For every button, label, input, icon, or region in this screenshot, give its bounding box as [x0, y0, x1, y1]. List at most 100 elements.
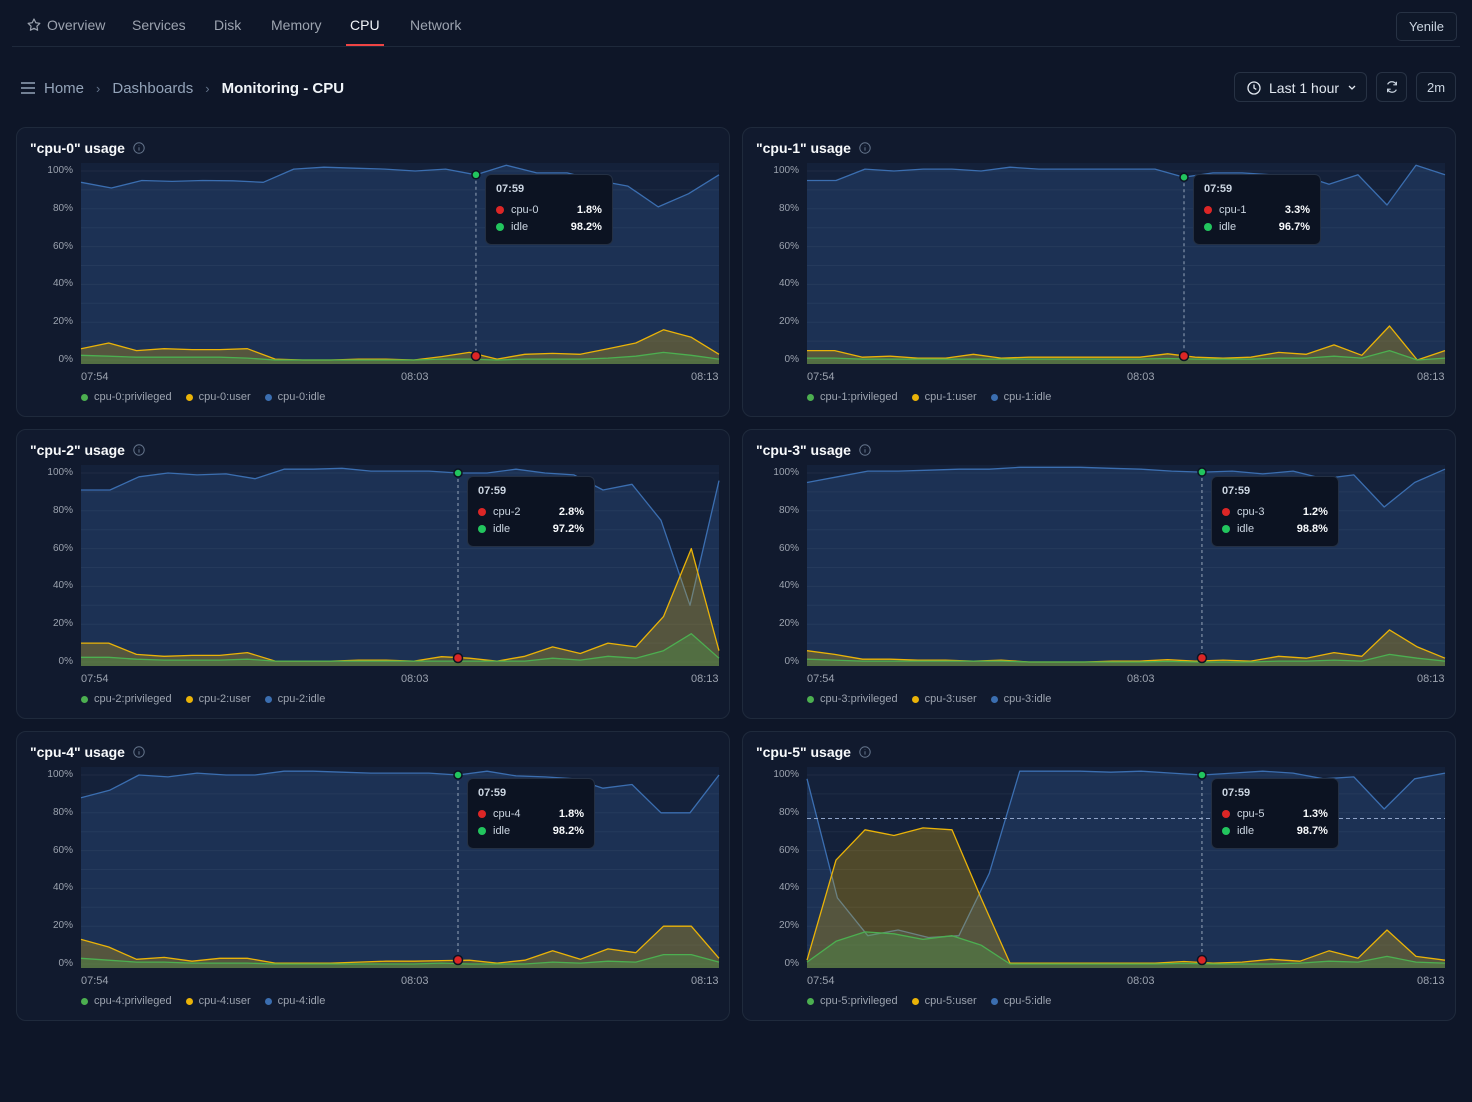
series-line-idle: [807, 164, 1446, 206]
legend-item[interactable]: cpu-0:idle: [264, 391, 326, 403]
legend-item[interactable]: cpu-3:idle: [990, 693, 1052, 705]
tooltip-row: idle 98.7%: [1221, 822, 1328, 839]
chevron-right-icon: ›: [205, 80, 210, 96]
series-area-idle: [807, 165, 1445, 364]
tooltip-dot: [1204, 205, 1212, 214]
series-line-privileged: [81, 633, 720, 662]
legend-item[interactable]: cpu-2:idle: [264, 693, 325, 705]
legend-item[interactable]: cpu-4:privileged: [81, 995, 172, 1007]
info-icon[interactable]: [133, 444, 145, 456]
legend-item[interactable]: cpu-5:idle: [990, 995, 1051, 1007]
tooltip-time: 07:59: [1221, 485, 1251, 497]
series-area-privileged: [81, 352, 719, 364]
y-tick-label: 80%: [52, 806, 73, 818]
hover-marker-cpu: [1196, 652, 1208, 664]
legend-dot: [807, 393, 814, 401]
x-tick-label: 07:54: [81, 673, 109, 685]
tooltip-row: idle 98.2%: [478, 822, 584, 839]
tooltip-time: 07:59: [1204, 183, 1233, 195]
tab-memory[interactable]: Memory: [271, 17, 322, 33]
y-tick-label: 40%: [778, 580, 799, 592]
x-tick-label: 08:13: [1417, 371, 1445, 383]
series-line-user: [80, 925, 720, 964]
tab-overview[interactable]: Overview: [26, 0, 105, 46]
refresh-interval[interactable]: 2m: [1416, 72, 1456, 102]
legend-dot: [807, 997, 814, 1005]
legend-item[interactable]: cpu-2:privileged: [81, 693, 172, 705]
legend-item[interactable]: cpu-2:user: [185, 693, 251, 705]
breadcrumb-dashboards[interactable]: Dashboards: [112, 79, 194, 97]
tab-cpu[interactable]: CPU: [346, 0, 384, 46]
refresh-button[interactable]: [1376, 72, 1407, 102]
tab-network[interactable]: Network: [410, 17, 462, 33]
tooltip-series-name: idle: [1219, 220, 1237, 233]
legend-item[interactable]: cpu-1:idle: [990, 391, 1051, 403]
x-tick-label: 07:54: [807, 371, 835, 383]
cpu-panel: "cpu-5" usage 100% 80% 60% 40% 20% 0% 07:54 08:0…: [742, 731, 1456, 1021]
plot-area: [807, 163, 1445, 364]
x-tick-label: 07:54: [807, 975, 835, 987]
legend-item[interactable]: cpu-1:privileged: [807, 391, 898, 403]
legend-item[interactable]: cpu-4:user: [185, 995, 251, 1007]
clock-icon: [1247, 81, 1261, 95]
tab-disk[interactable]: Disk: [214, 17, 242, 33]
legend-item[interactable]: cpu-5:privileged: [807, 995, 898, 1007]
info-icon[interactable]: [859, 746, 871, 758]
x-tick-label: 08:03: [1127, 975, 1155, 987]
time-range-picker[interactable]: Last 1 hour: [1234, 72, 1367, 102]
cpu-chart: [807, 163, 1446, 364]
panel-title: "cpu-2" usage: [30, 442, 145, 458]
chart-legend: cpu-4:privileged cpu-4:user cpu-4:idle: [81, 995, 325, 1007]
tooltip-value: 1.8%: [558, 807, 584, 820]
legend-item[interactable]: cpu-0:user: [185, 391, 251, 403]
cpu-panel: "cpu-4" usage 100% 80% 60% 40% 20% 0% 07:54 08:0…: [16, 731, 730, 1021]
legend-dot: [990, 695, 998, 703]
breadcrumb-home[interactable]: Home: [44, 79, 85, 97]
tooltip-series-name: cpu-3: [1236, 505, 1265, 518]
series-line-user: [806, 629, 1446, 663]
cpu-panel: "cpu-1" usage 100% 80% 60% 40% 20% 0% 07:54 08:0…: [742, 127, 1456, 417]
panel-title: "cpu-4" usage: [30, 744, 145, 760]
tooltip-series-name: cpu-5: [1236, 807, 1265, 820]
tooltip-dot: [1221, 524, 1230, 533]
y-tick-label: 40%: [52, 580, 73, 592]
plot-area: [81, 767, 719, 968]
hover-marker-idle: [453, 468, 463, 478]
legend-label: cpu-4:idle: [277, 995, 326, 1007]
legend-item[interactable]: cpu-3:user: [911, 693, 977, 705]
legend-item[interactable]: cpu-0:privileged: [81, 391, 172, 403]
y-tick-label: 100%: [773, 467, 799, 478]
info-icon[interactable]: [133, 142, 145, 154]
panel-title: "cpu-5" usage: [756, 744, 871, 760]
x-tick-label: 08:13: [691, 673, 719, 685]
legend-dot: [81, 997, 88, 1005]
cpu-chart: [80, 767, 720, 968]
legend-label: cpu-0:idle: [277, 391, 326, 403]
tooltip-value: 2.8%: [558, 505, 584, 518]
y-tick-label: 80%: [778, 504, 799, 516]
hover-tooltip: 07:59 cpu-3 1.2% idle 98.8%: [1210, 476, 1339, 547]
legend-label: cpu-3:idle: [1003, 693, 1052, 705]
info-icon[interactable]: [133, 746, 145, 758]
info-icon[interactable]: [859, 444, 871, 456]
legend-item[interactable]: cpu-3:privileged: [807, 693, 898, 705]
legend-item[interactable]: cpu-5:user: [911, 995, 977, 1007]
tooltip-value: 1.3%: [1302, 807, 1328, 820]
x-tick-label: 08:13: [1417, 975, 1445, 987]
y-tick-label: 100%: [47, 165, 73, 176]
series-line-privileged: [807, 349, 1446, 361]
cpu-panel: "cpu-3" usage 100% 80% 60% 40% 20% 0% 07:54 08:0…: [742, 429, 1456, 719]
series-area-user: [81, 329, 719, 364]
info-icon[interactable]: [859, 142, 871, 154]
tab-services[interactable]: Services: [132, 17, 186, 33]
panel-title-text: "cpu-3" usage: [756, 442, 851, 458]
tooltip-series-name: idle: [1236, 824, 1255, 837]
legend-item[interactable]: cpu-1:user: [911, 391, 977, 403]
hover-tooltip: 07:59 cpu-2 2.8% idle 97.2%: [467, 476, 595, 547]
yenile-button[interactable]: Yenile: [1396, 12, 1457, 41]
series-area-user: [81, 548, 719, 666]
legend-dot: [264, 695, 272, 703]
series-line-privileged: [806, 931, 1446, 965]
menu-icon[interactable]: [20, 81, 36, 95]
legend-item[interactable]: cpu-4:idle: [264, 995, 326, 1007]
